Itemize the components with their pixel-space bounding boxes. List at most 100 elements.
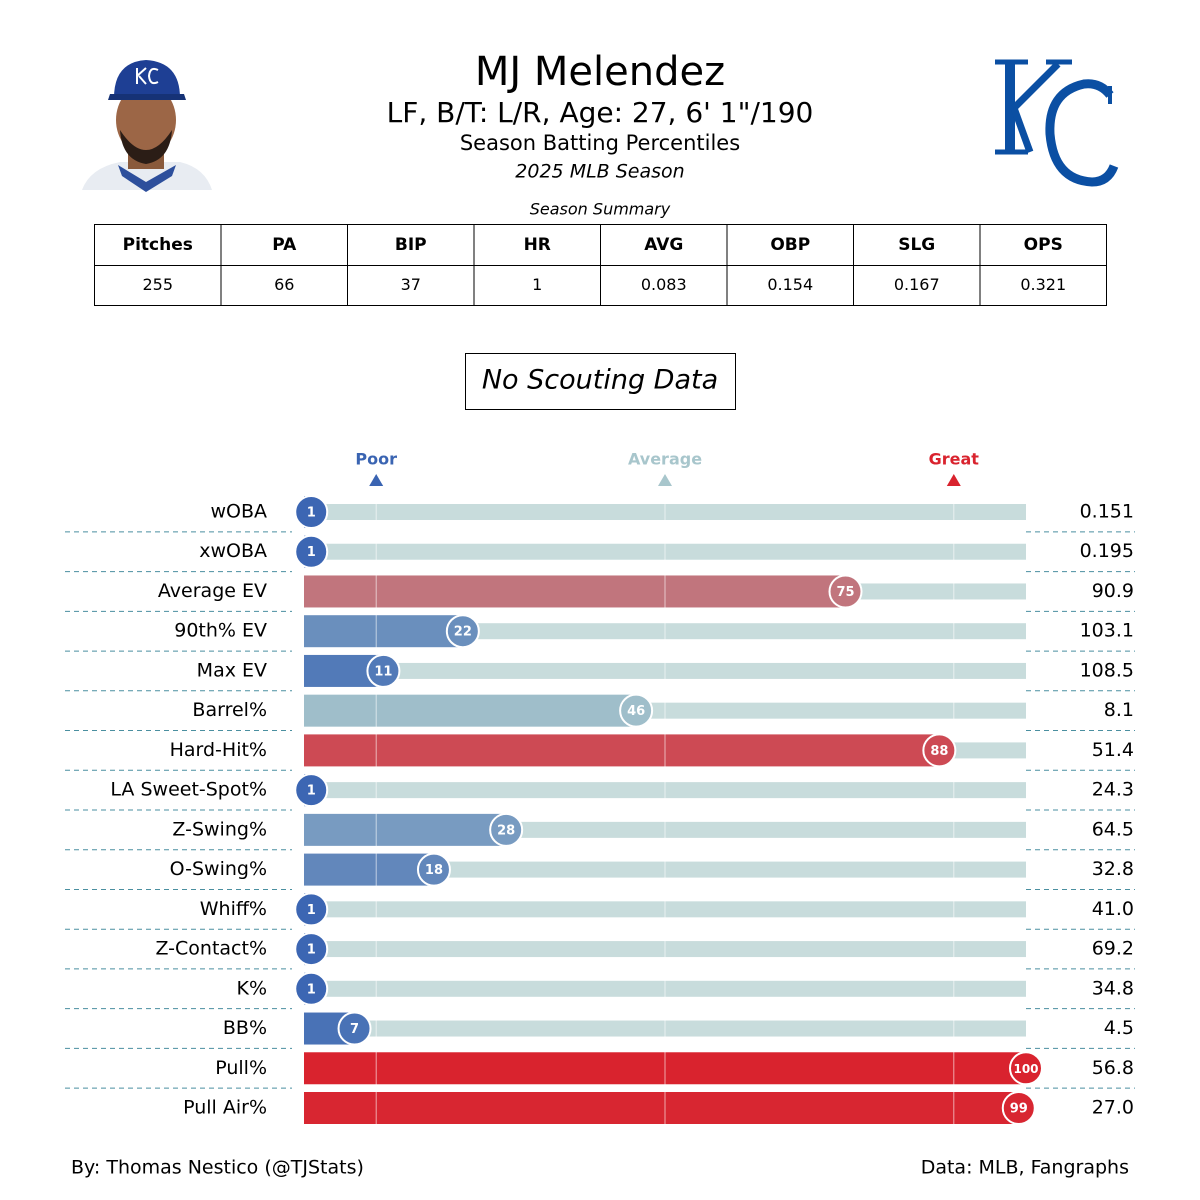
bar	[304, 734, 940, 767]
bar	[304, 853, 434, 886]
metric-label: wOBA	[210, 501, 267, 523]
table-value: 0.167	[894, 275, 940, 294]
bar	[304, 575, 846, 608]
table-header: BIP	[395, 235, 427, 255]
percentile-label: 7	[350, 1022, 359, 1037]
bar	[304, 1092, 1019, 1124]
table-header: PA	[272, 235, 297, 255]
stat-value: 64.5	[1092, 818, 1134, 840]
percentile-label: 88	[930, 744, 948, 759]
percentile-dot	[294, 534, 329, 569]
table-header: AVG	[644, 235, 683, 255]
metric-label: Z-Swing%	[172, 818, 267, 840]
percentile-dot	[619, 693, 654, 728]
percentile-dot	[337, 1011, 372, 1046]
table-header: SLG	[898, 235, 935, 255]
percentile-dot	[366, 653, 401, 688]
percentile-label: 1	[307, 903, 316, 918]
percentile-label: 1	[307, 545, 316, 560]
stat-value: 0.195	[1080, 540, 1134, 562]
table-title: Season Summary	[530, 200, 671, 219]
metric-label: Max EV	[197, 659, 267, 681]
stat-value: 24.3	[1092, 779, 1134, 801]
reference-arrow	[658, 474, 672, 486]
stat-value: 69.2	[1092, 938, 1134, 960]
percentile-dot	[294, 971, 329, 1006]
metric-label: Pull%	[215, 1057, 267, 1079]
reference-arrow	[369, 474, 384, 486]
percentile-label: 99	[1010, 1102, 1028, 1117]
metric-label: Hard-Hit%	[170, 739, 267, 761]
stat-value: 8.1	[1104, 699, 1134, 721]
metric-label: Barrel%	[192, 699, 267, 721]
metric-label: 90th% EV	[174, 620, 267, 642]
table-header: Pitches	[123, 235, 193, 255]
percentile-label: 1	[307, 506, 316, 521]
stat-value: 0.151	[1080, 501, 1134, 523]
percentile-dot	[294, 495, 329, 529]
percentile-dot	[1009, 1051, 1043, 1086]
metric-label: Pull Air%	[183, 1097, 267, 1119]
scouting-note: No Scouting Data	[482, 365, 718, 396]
table-header: HR	[524, 235, 551, 255]
table-cell	[473, 224, 601, 266]
stat-value: 108.5	[1080, 659, 1134, 681]
stat-value: 90.9	[1092, 580, 1134, 602]
table-cell	[600, 265, 728, 306]
percentile-dot	[1001, 1091, 1036, 1125]
stat-value: 56.8	[1092, 1057, 1134, 1079]
percentile-label: 22	[454, 625, 472, 640]
percentile-dot	[922, 733, 957, 768]
metric-label: Average EV	[158, 580, 267, 602]
stat-value: 27.0	[1092, 1097, 1134, 1119]
percentile-dot	[828, 574, 863, 609]
reference-label: Poor	[355, 450, 397, 469]
table-cell	[347, 224, 475, 266]
stat-value: 34.8	[1092, 977, 1134, 999]
metric-label: Whiff%	[200, 898, 267, 920]
scouting-box	[465, 353, 736, 410]
stat-value: 103.1	[1080, 620, 1134, 642]
metric-label: K%	[236, 977, 267, 999]
table-cell	[726, 224, 854, 266]
stat-value: 41.0	[1092, 898, 1134, 920]
table-header: OBP	[770, 235, 810, 255]
table-cell	[347, 265, 475, 306]
table-cell	[979, 265, 1107, 306]
bar	[304, 694, 637, 727]
percentile-dot	[294, 932, 329, 967]
percentile-dot	[445, 614, 480, 649]
table-cell	[853, 265, 981, 306]
percentile-dot	[489, 812, 524, 847]
table-header: OPS	[1024, 235, 1063, 255]
table-cell	[726, 265, 854, 306]
table-cell	[220, 265, 348, 306]
team-logo	[995, 59, 1119, 187]
percentile-label: 28	[497, 823, 515, 838]
percentile-dot	[294, 892, 329, 927]
stat-value: 4.5	[1104, 1017, 1134, 1039]
table-value: 37	[401, 275, 421, 294]
metric-label: BB%	[223, 1017, 267, 1039]
bar	[304, 813, 507, 846]
credit: By: Thomas Nestico (@TJStats)	[71, 1157, 364, 1179]
table-value: 66	[274, 275, 294, 294]
headshot	[82, 60, 212, 192]
metric-label: O-Swing%	[170, 858, 267, 880]
chart-description: Season Batting Percentiles	[460, 131, 740, 155]
metric-label: Z-Contact%	[155, 938, 267, 960]
table-value: 0.321	[1020, 275, 1066, 294]
table-cell	[94, 224, 222, 266]
percentile-label: 1	[307, 784, 316, 799]
table-value: 255	[142, 275, 173, 294]
percentile-label: 46	[627, 704, 645, 719]
table-cell	[600, 224, 728, 266]
player-name: MJ Melendez	[475, 49, 725, 95]
table-value: 1	[532, 275, 542, 294]
bar	[304, 615, 463, 648]
table-value: 0.154	[767, 275, 813, 294]
table-cell	[473, 265, 601, 306]
percentile-label: 11	[374, 664, 392, 679]
